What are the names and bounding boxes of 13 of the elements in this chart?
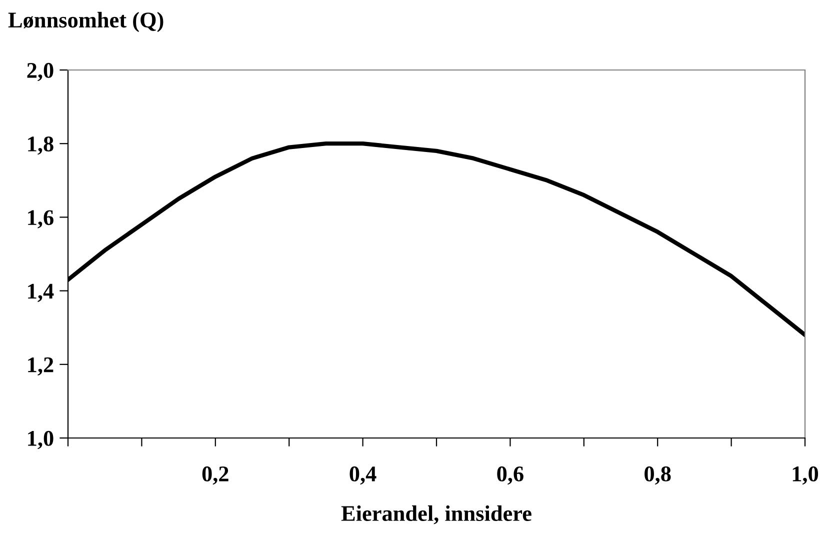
x-axis-title: Eierandel, innsidere <box>341 505 532 524</box>
y-tick-label: 1,8 <box>28 136 54 155</box>
x-tick-label: 0,8 <box>644 466 671 485</box>
y-tick-label: 2,0 <box>27 62 54 82</box>
y-tick-label: 1,2 <box>28 357 54 376</box>
y-tick-label: 1,0 <box>28 430 54 450</box>
x-tick-label: 0,2 <box>202 466 228 485</box>
y-tick-label: 1,4 <box>28 284 54 302</box>
x-tick-label: 0,6 <box>497 466 524 485</box>
y-tick-label: 1,6 <box>28 210 54 228</box>
y-axis-title: Lønnsomhet (Q) <box>8 12 164 32</box>
x-tick-label: 0,4 <box>350 466 376 485</box>
x-tick-label: 1,0 <box>792 466 818 485</box>
